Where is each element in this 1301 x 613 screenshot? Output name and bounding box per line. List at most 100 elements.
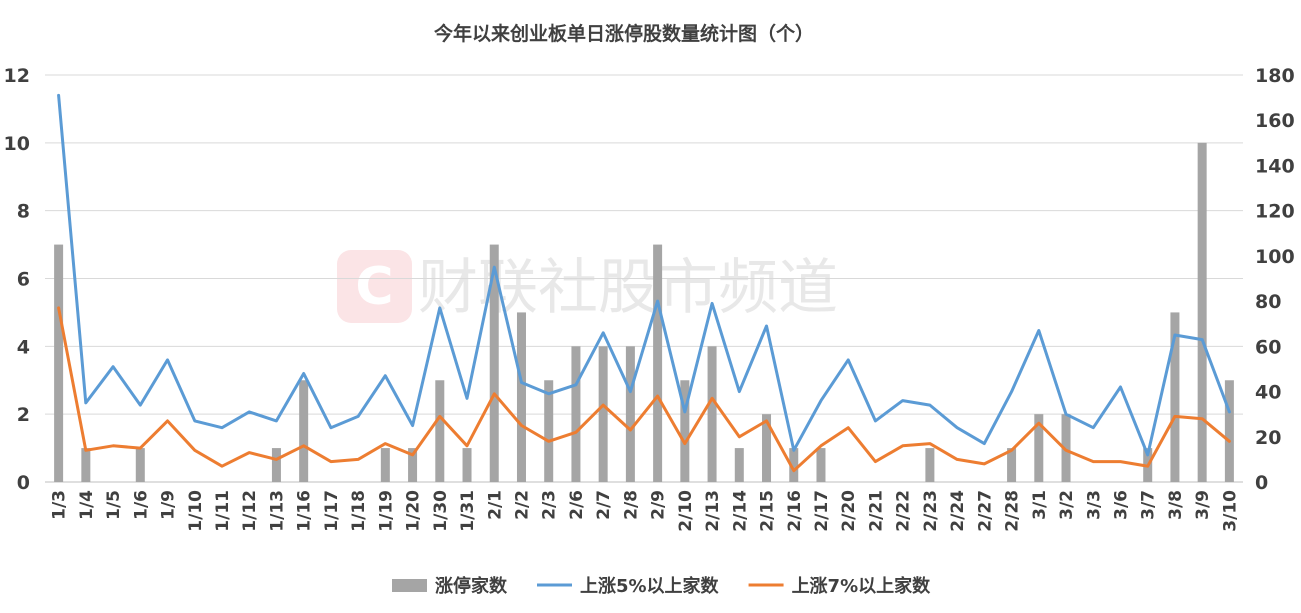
watermark: C 财联社股市频道 [337, 250, 838, 323]
bar-limit-up-count [1034, 414, 1044, 482]
x-tick-label: 2/13 [703, 490, 723, 532]
x-tick-label: 2/15 [758, 490, 778, 532]
y-axis-left: 0 2 4 6 8 10 12 [4, 65, 30, 494]
bar-limit-up-count [707, 346, 717, 482]
y-right-tick-label: 40 [1255, 382, 1281, 404]
bar-limit-up-count [625, 346, 635, 482]
bar-limit-up-count [1197, 142, 1207, 483]
y-right-tick-label: 120 [1255, 201, 1295, 223]
y-left-tick-label: 10 [4, 133, 30, 155]
x-tick-label: 1/6 [131, 490, 151, 520]
bar-limit-up-count [680, 380, 690, 482]
bar-limit-up-count [571, 346, 581, 482]
bar-limit-up-count [1007, 448, 1017, 482]
y-left-tick-label: 12 [4, 65, 30, 87]
bar-limit-up-count [489, 244, 499, 482]
x-tick-label: 1/4 [77, 490, 97, 520]
bar-limit-up-count [299, 380, 309, 482]
x-tick-label: 3/3 [1084, 490, 1104, 520]
bar-limit-up-count [925, 448, 935, 482]
bar-limit-up-count [789, 448, 799, 482]
x-tick-label: 1/31 [458, 490, 478, 532]
x-tick-label: 2/9 [649, 490, 669, 520]
legend-label: 涨停家数 [435, 575, 508, 597]
y-left-tick-label: 4 [17, 336, 30, 358]
x-tick-label: 2/14 [730, 490, 750, 532]
line-up-5pct [57, 93, 1231, 457]
bar-limit-up-count [762, 414, 772, 482]
bar-limit-up-count [1170, 312, 1180, 482]
y-right-tick-label: 80 [1255, 291, 1281, 313]
y-right-tick-label: 140 [1255, 155, 1295, 177]
y-left-tick-label: 8 [17, 201, 30, 223]
bar-limit-up-count [462, 448, 472, 482]
bar-limit-up-count [81, 448, 91, 482]
bar-limit-up-count [516, 312, 526, 482]
x-tick-label: 3/2 [1057, 490, 1077, 520]
x-tick-label: 3/6 [1111, 490, 1131, 520]
y-right-tick-label: 180 [1255, 65, 1295, 87]
x-tick-label: 2/17 [812, 490, 832, 532]
bar-limit-up-count [1061, 414, 1071, 482]
x-tick-label: 2/10 [676, 490, 696, 532]
line-series [57, 93, 1231, 473]
watermark-text: 财联社股市频道 [418, 253, 838, 323]
x-tick-label: 2/24 [948, 490, 968, 532]
x-tick-label: 3/7 [1139, 490, 1159, 520]
x-tick-label: 1/13 [267, 490, 287, 532]
bar-limit-up-count [54, 244, 64, 482]
bar-limit-up-count [1224, 380, 1234, 482]
y-right-tick-label: 60 [1255, 336, 1281, 358]
x-tick-label: 3/9 [1193, 490, 1213, 520]
x-tick-label: 1/10 [186, 490, 206, 532]
x-tick-label: 1/30 [431, 490, 451, 532]
x-axis: 1/3 1/4 1/5 1/6 1/9 1/10 1/11 1/12 1/13 1/16 1/17 1… [50, 490, 1241, 532]
y-right-tick-label: 0 [1255, 472, 1268, 494]
x-tick-label: 1/17 [322, 490, 342, 532]
legend-item: 涨停家数 [392, 575, 508, 597]
bar-limit-up-count [653, 244, 663, 482]
x-tick-label: 2/1 [485, 490, 505, 520]
x-tick-label: 2/6 [567, 490, 587, 520]
x-tick-label: 2/22 [894, 490, 914, 532]
line-up-7pct [57, 306, 1231, 473]
watermark-logo-letter: C [355, 257, 393, 317]
legend-label: 上涨7%以上家数 [792, 575, 932, 597]
x-tick-label: 2/23 [921, 490, 941, 532]
x-tick-label: 2/16 [785, 490, 805, 532]
x-tick-label: 1/19 [376, 490, 396, 532]
x-tick-label: 1/5 [104, 490, 124, 520]
x-tick-label: 2/21 [866, 490, 886, 532]
x-tick-label: 2/7 [594, 490, 614, 520]
x-tick-label: 1/9 [159, 490, 179, 520]
y-left-tick-label: 2 [17, 404, 30, 426]
x-tick-label: 2/28 [1003, 490, 1023, 532]
x-tick-label: 2/8 [621, 490, 641, 520]
legend: 涨停家数 上涨5%以上家数 上涨7%以上家数 [392, 575, 931, 597]
x-tick-label: 2/20 [839, 490, 859, 532]
bar-limit-up-count [271, 448, 281, 482]
x-tick-label: 3/1 [1030, 490, 1050, 520]
chart-title: 今年以来创业板单日涨停股数量统计图（个） [433, 22, 814, 45]
bar-limit-up-count [435, 380, 445, 482]
bar-limit-up-count [734, 448, 744, 482]
legend-label: 上涨5%以上家数 [580, 575, 720, 597]
y-axis-right: 0 20 40 60 80 100 120 140 160 180 [1255, 65, 1295, 494]
x-tick-label: 1/18 [349, 490, 369, 532]
y-right-tick-label: 20 [1255, 427, 1281, 449]
bar-limit-up-count [135, 448, 145, 482]
bar-limit-up-count [408, 448, 418, 482]
x-tick-label: 3/10 [1220, 490, 1240, 532]
bar-limit-up-count [380, 448, 390, 482]
legend-item: 上涨5%以上家数 [537, 575, 720, 597]
x-tick-label: 1/20 [404, 490, 424, 532]
watermark-logo-icon [337, 250, 412, 323]
bar-limit-up-count [544, 380, 554, 482]
x-tick-label: 1/3 [50, 490, 70, 520]
x-tick-label: 1/12 [240, 490, 260, 532]
x-tick-label: 2/2 [512, 490, 532, 520]
x-tick-label: 2/3 [540, 490, 560, 520]
y-right-tick-label: 160 [1255, 110, 1295, 132]
x-tick-label: 1/11 [213, 490, 233, 532]
